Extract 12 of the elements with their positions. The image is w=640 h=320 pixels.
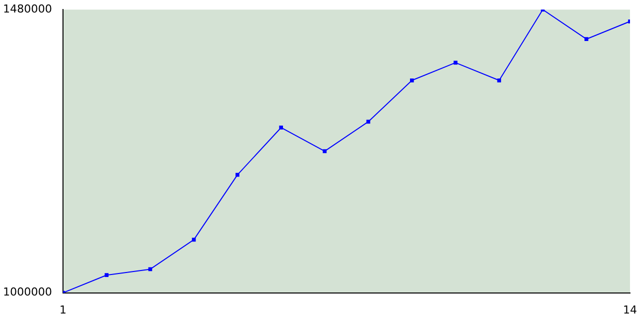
x-tick-label: 1 (59, 303, 66, 316)
point (410, 78, 414, 82)
y-tick-label: 1480000 (2, 2, 52, 16)
point (192, 238, 196, 242)
y-tick-label: 1000000 (2, 286, 52, 299)
point (236, 172, 240, 177)
point (497, 78, 502, 82)
x-tick-label: 14 (623, 303, 637, 316)
point (584, 37, 588, 42)
point (279, 126, 283, 130)
point (104, 273, 109, 278)
point (454, 60, 458, 65)
